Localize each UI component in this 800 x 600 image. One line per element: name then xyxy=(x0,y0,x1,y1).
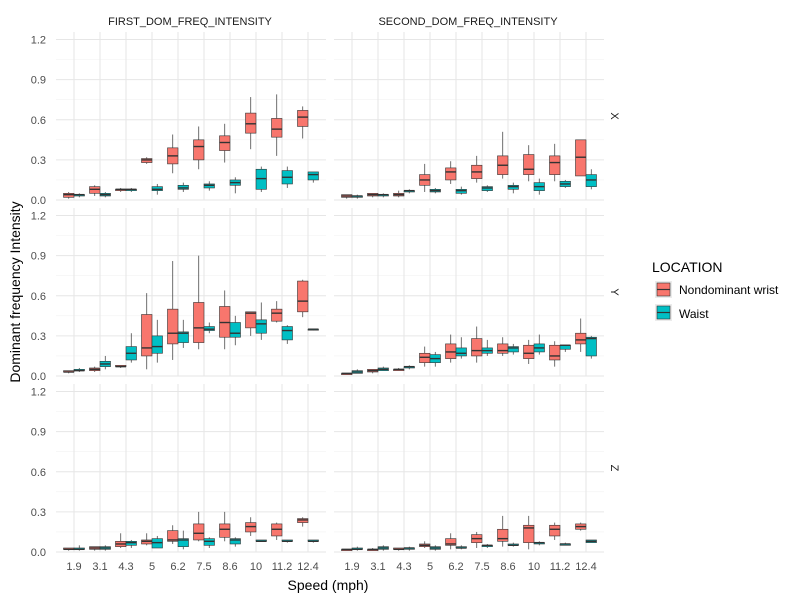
column-facet-label-first: FIRST_DOM_FREQ_INTENSITY xyxy=(108,16,272,28)
box-nondominant-wrist xyxy=(193,302,205,343)
x-tick-label: 12.4 xyxy=(297,561,318,573)
box-nondominant-wrist xyxy=(523,524,535,543)
box-nondominant-wrist xyxy=(549,524,561,537)
box-nondominant-wrist xyxy=(297,280,309,313)
box-nondominant-wrist xyxy=(167,530,179,542)
box-waist xyxy=(307,171,319,181)
box-nondominant-wrist xyxy=(141,314,153,357)
box-nondominant-wrist xyxy=(193,139,205,161)
x-tick-label: 10 xyxy=(528,561,540,573)
x-tick-label: 7.5 xyxy=(196,561,211,573)
panels-layer: 0.00.30.60.91.20.00.30.60.91.20.00.30.60… xyxy=(31,32,604,573)
box-waist xyxy=(255,319,267,334)
y-tick-label: 0.3 xyxy=(31,331,46,343)
x-axis-title: Speed (mph) xyxy=(288,577,369,593)
x-tick-label: 8.6 xyxy=(500,561,515,573)
y-tick-label: 1.2 xyxy=(31,387,46,399)
y-tick-label: 1.2 xyxy=(31,211,46,223)
panel-z-second: 1.9 3.1 4.3 5 6.2 7.5 8.6 10 11.2 12.4 xyxy=(334,384,604,573)
column-facet-label-second: SECOND_DOM_FREQ_INTENSITY xyxy=(378,16,558,28)
legend-key-nondominant-wrist xyxy=(655,281,672,298)
x-tick-label: 12.4 xyxy=(575,561,596,573)
y-tick-label: 0.0 xyxy=(31,195,46,207)
legend-key-waist xyxy=(655,304,672,321)
x-tick-label: 6.2 xyxy=(448,561,463,573)
legend: LOCATION Nondominant wrist Waist xyxy=(652,259,779,321)
row-facet-label-y: Y xyxy=(608,288,620,296)
y-tick-label: 0.6 xyxy=(31,291,46,303)
panel-boxes-x-first xyxy=(63,94,319,199)
x-tick-label: 5 xyxy=(427,561,433,573)
panel-boxes-z-second xyxy=(341,515,597,551)
row-facet-label-z: Z xyxy=(608,465,620,472)
box-nondominant-wrist xyxy=(497,528,509,542)
box-nondominant-wrist xyxy=(445,167,457,181)
legend-label-waist: Waist xyxy=(679,307,709,321)
box-nondominant-wrist xyxy=(297,110,309,127)
box-waist xyxy=(229,322,241,338)
y-tick-label: 0.9 xyxy=(31,427,46,439)
box-nondominant-wrist xyxy=(445,538,457,546)
box-waist xyxy=(455,347,467,357)
box-nondominant-wrist xyxy=(575,332,587,345)
box-waist xyxy=(281,326,293,341)
x-tick-label: 11.2 xyxy=(550,561,571,573)
y-tick-label: 0.9 xyxy=(31,251,46,263)
y-tick-label: 0.3 xyxy=(31,507,46,519)
x-tick-label: 10 xyxy=(250,561,262,573)
y-tick-label: 0.0 xyxy=(31,371,46,383)
panel-y-first: 0.0 0.3 0.6 0.9 1.2 xyxy=(31,208,326,383)
x-tick-label: 4.3 xyxy=(118,561,133,573)
row-facet-label-x: X xyxy=(608,112,620,120)
box-waist xyxy=(177,331,189,343)
box-waist xyxy=(177,538,189,547)
panel-y-second xyxy=(334,208,604,377)
y-tick-label: 0.0 xyxy=(31,547,46,559)
y-tick-label: 0.6 xyxy=(31,115,46,127)
panel-boxes-z-first xyxy=(63,511,319,551)
x-tick-label: 4.3 xyxy=(396,561,411,573)
box-nondominant-wrist xyxy=(167,308,179,345)
y-tick-label: 1.2 xyxy=(31,35,46,47)
x-tick-label: 3.1 xyxy=(370,561,385,573)
box-waist xyxy=(229,538,241,545)
x-tick-label: 11.2 xyxy=(272,561,293,573)
box-nondominant-wrist xyxy=(523,344,535,359)
y-tick-label: 0.3 xyxy=(31,155,46,167)
box-nondominant-wrist xyxy=(193,523,205,541)
panel-boxes-y-first xyxy=(63,255,319,374)
x-tick-label: 5 xyxy=(149,561,155,573)
box-nondominant-wrist xyxy=(219,523,231,538)
x-tick-label: 3.1 xyxy=(92,561,107,573)
box-nondominant-wrist xyxy=(549,155,561,175)
panel-boxes-y-second xyxy=(341,318,597,375)
y-tick-label: 0.6 xyxy=(31,467,46,479)
box-waist xyxy=(585,336,597,357)
box-nondominant-wrist xyxy=(523,154,535,175)
box-nondominant-wrist xyxy=(549,344,561,361)
legend-label-nondominant-wrist: Nondominant wrist xyxy=(679,283,779,297)
box-nondominant-wrist xyxy=(245,311,257,329)
panel-z-first: 0.0 0.3 0.6 0.9 1.2 1.9 3.1 4.3 5 6.2 7.5 8.6 10 11.2… xyxy=(31,384,326,573)
x-tick-label: 6.2 xyxy=(170,561,185,573)
box-nondominant-wrist xyxy=(271,308,283,322)
box-nondominant-wrist xyxy=(271,118,283,138)
panel-boxes-x-second xyxy=(341,131,597,199)
legend-title: LOCATION xyxy=(652,259,723,275)
box-nondominant-wrist xyxy=(471,338,483,357)
box-waist xyxy=(507,346,519,353)
y-tick-label: 0.9 xyxy=(31,75,46,87)
box-nondominant-wrist xyxy=(497,343,509,354)
y-axis-title: Dominant frequency Intensity xyxy=(7,201,23,382)
box-waist xyxy=(151,335,163,354)
x-tick-label: 8.6 xyxy=(222,561,237,573)
panel-x-first: 0.0 0.3 0.6 0.9 1.2 xyxy=(31,32,326,207)
x-tick-label: 7.5 xyxy=(474,561,489,573)
panel-x-second xyxy=(334,32,604,201)
x-tick-label: 1.9 xyxy=(344,561,359,573)
x-tick-label: 1.9 xyxy=(66,561,81,573)
